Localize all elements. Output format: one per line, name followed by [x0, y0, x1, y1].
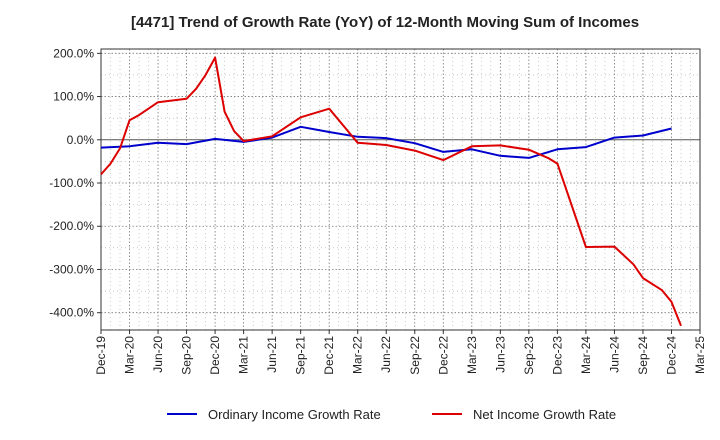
x-tick-label: Dec-23: [550, 336, 564, 375]
x-tick-label: Mar-23: [465, 336, 479, 374]
x-tick-label: Mar-20: [123, 336, 137, 374]
x-tick-label: Mar-22: [351, 336, 365, 374]
legend-label: Ordinary Income Growth Rate: [208, 407, 381, 422]
chart-title: [4471] Trend of Growth Rate (YoY) of 12-…: [131, 14, 639, 31]
x-tick-label: Mar-21: [237, 336, 251, 374]
x-tick-label: Dec-20: [208, 336, 222, 375]
y-tick-label: 0.0%: [67, 133, 95, 147]
x-tick-label: Jun-22: [379, 336, 393, 373]
x-tick-label: Sep-21: [294, 336, 308, 375]
y-tick-label: -300.0%: [49, 262, 94, 276]
legend-label: Net Income Growth Rate: [473, 407, 616, 422]
legend: Ordinary Income Growth Rate Net Income Gr…: [167, 407, 616, 422]
x-tick-label: Sep-23: [522, 336, 536, 375]
x-tick-label: Dec-21: [322, 336, 336, 375]
y-tick-label: 100.0%: [53, 90, 94, 104]
y-tick-label: -100.0%: [49, 176, 94, 190]
y-tick-label: -400.0%: [49, 306, 94, 320]
x-tick-label: Dec-19: [94, 336, 108, 375]
plot-frame: [100, 48, 701, 331]
x-tick-label: Jun-24: [607, 336, 621, 373]
x-tick-label: Jun-21: [265, 336, 279, 373]
x-tick-label: Mar-25: [693, 336, 707, 374]
grid: [100, 49, 701, 330]
x-tick-label: Jun-23: [493, 336, 507, 373]
x-tick-label: Mar-24: [579, 336, 593, 374]
x-tick-label: Dec-24: [664, 336, 678, 375]
x-tick-label: Sep-22: [408, 336, 422, 375]
net-income-line: [100, 56, 682, 327]
y-tick-label: 200.0%: [53, 46, 94, 60]
series-lines: [100, 56, 682, 327]
axes: 200.0% 100.0% 0.0% -100.0% -200.0% -300.0% -40…: [49, 46, 707, 374]
x-tick-label: Jun-20: [151, 336, 165, 373]
y-tick-label: -200.0%: [49, 219, 94, 233]
x-tick-label: Sep-20: [180, 336, 194, 375]
ordinary-income-line: [100, 125, 672, 159]
x-tick-label: Dec-22: [436, 336, 450, 375]
x-tick-label: Sep-24: [636, 336, 650, 375]
